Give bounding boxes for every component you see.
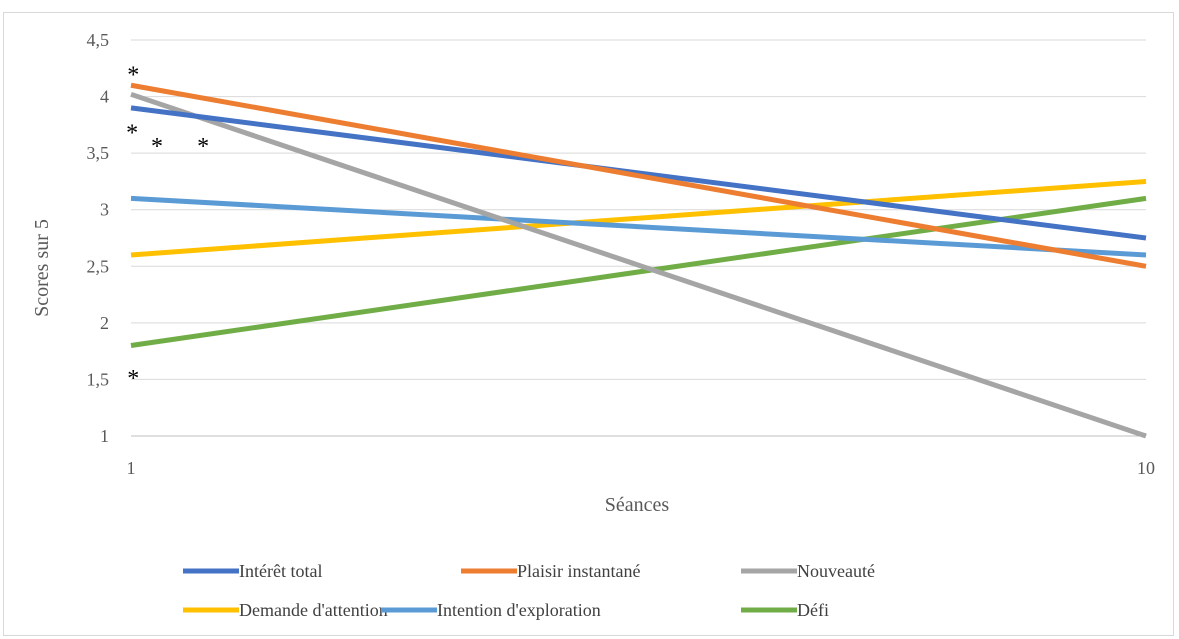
series-line-4 [130, 178, 1147, 258]
y-tick-label: 3,5 [87, 143, 110, 163]
x-tick-label: 10 [1137, 458, 1155, 478]
significance-marker: * [127, 63, 139, 89]
series-line-2 [130, 82, 1147, 269]
y-tick-label: 4 [100, 87, 109, 107]
y-tick-label: 1,5 [87, 369, 110, 389]
series-lines [130, 82, 1147, 439]
series-line-6 [130, 195, 1147, 348]
y-tick-label: 3 [100, 200, 109, 220]
significance-marker: * [151, 134, 163, 160]
legend: Intérêt total Plaisir instantané Nouveauté… [183, 561, 875, 620]
significance-marker: * [127, 366, 139, 392]
series-line-1 [130, 105, 1147, 241]
x-axis-title: Séances [605, 494, 670, 516]
legend-label: Intérêt total [239, 561, 322, 581]
y-tick-label: 2 [100, 313, 109, 333]
legend-label: Nouveauté [797, 561, 875, 581]
y-tick-label: 2,5 [87, 256, 110, 276]
x-tick-labels: 1 10 [127, 458, 1156, 478]
x-tick-label: 1 [127, 458, 136, 478]
series-line-5 [130, 195, 1147, 258]
legend-label: Plaisir instantané [517, 561, 640, 581]
series-line-3 [130, 91, 1147, 439]
significance-marker: * [197, 134, 209, 160]
y-tick-label: 1 [100, 426, 109, 446]
annotations: * * * * * [126, 63, 209, 392]
y-tick-labels: 1 1,5 2 2,5 3 3,5 4 4,5 [87, 30, 110, 446]
y-tick-label: 4,5 [87, 30, 110, 50]
legend-label: Intention d'exploration [437, 600, 601, 620]
legend-label: Défi [797, 600, 829, 620]
legend-label: Demande d'attention [239, 600, 388, 620]
significance-marker: * [126, 120, 138, 146]
y-axis-title: Scores sur 5 [31, 219, 53, 317]
